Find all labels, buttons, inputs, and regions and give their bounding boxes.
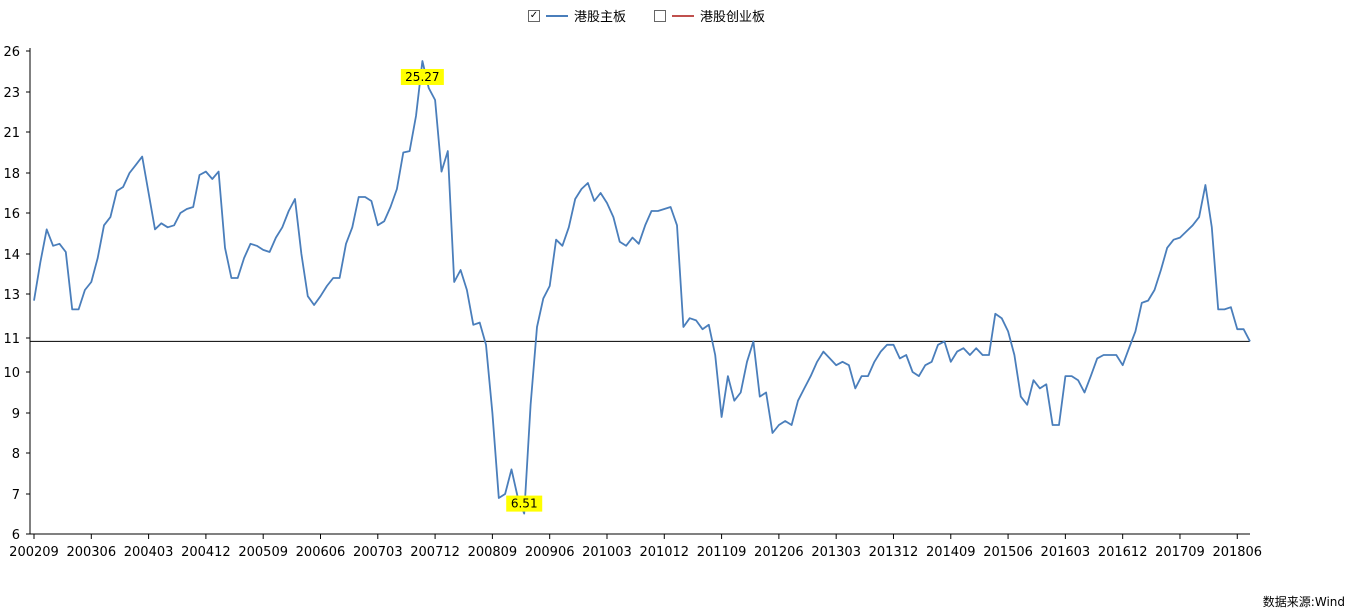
annotation-label: 6.51 bbox=[511, 497, 538, 511]
checkbox-main-board[interactable]: ✓ bbox=[528, 9, 540, 22]
y-tick-label: 23 bbox=[3, 86, 20, 101]
x-tick-label: 200809 bbox=[468, 545, 518, 560]
series-group bbox=[33, 60, 1251, 515]
x-tick-label: 200209 bbox=[9, 545, 59, 560]
y-tick-label: 10 bbox=[3, 366, 20, 381]
x-tick-label: 201603 bbox=[1041, 545, 1091, 560]
x-tick-label: 200703 bbox=[353, 545, 403, 560]
legend-label-main-board: 港股主板 bbox=[574, 10, 627, 25]
x-tick-label: 201312 bbox=[869, 545, 919, 560]
series-line-main-board bbox=[33, 60, 1251, 515]
checkbox-gem-board[interactable] bbox=[654, 9, 666, 22]
x-tick-label: 200906 bbox=[525, 545, 575, 560]
x-tick-label: 200412 bbox=[181, 545, 231, 560]
y-tick-label: 13 bbox=[3, 288, 20, 303]
legend-swatch-main-board bbox=[546, 14, 568, 17]
y-tick-label: 9 bbox=[12, 407, 20, 422]
y-axis: 6 7 8 9 10 11 13 14 16 18 21 23 26 bbox=[3, 45, 31, 543]
x-tick-label: 201409 bbox=[926, 545, 976, 560]
x-tick-label: 200403 bbox=[124, 545, 174, 560]
annotation-label: 25.27 bbox=[405, 70, 439, 84]
x-tick-label: 200712 bbox=[410, 545, 460, 560]
x-tick-label: 201612 bbox=[1098, 545, 1148, 560]
x-tick-label: 201506 bbox=[983, 545, 1033, 560]
y-tick-label: 18 bbox=[3, 167, 20, 182]
annotation-badge bbox=[506, 495, 543, 512]
x-tick-label: 201012 bbox=[639, 545, 689, 560]
y-tick-label: 16 bbox=[3, 207, 20, 222]
x-tick-label: 200509 bbox=[238, 545, 288, 560]
legend-label-gem-board: 港股创业板 bbox=[700, 10, 766, 25]
x-tick-label: 200606 bbox=[296, 545, 346, 560]
y-tick-label: 7 bbox=[12, 488, 20, 503]
y-tick-label: 26 bbox=[3, 45, 20, 60]
y-tick-label: 11 bbox=[3, 332, 20, 347]
annotation-group: 25.27 6.51 bbox=[400, 68, 543, 512]
y-tick-label: 6 bbox=[12, 528, 20, 543]
annotation-badge bbox=[400, 68, 444, 85]
x-tick-label: 200306 bbox=[66, 545, 116, 560]
data-source-note: 数据来源:Wind bbox=[1262, 595, 1345, 609]
x-tick-label: 201709 bbox=[1155, 545, 1205, 560]
y-tick-label: 21 bbox=[3, 126, 20, 141]
x-tick-label: 201109 bbox=[697, 545, 747, 560]
x-tick-label: 201806 bbox=[1212, 545, 1262, 560]
legend-item-main-board[interactable]: ✓ 港股主板 bbox=[528, 6, 626, 25]
legend-item-gem-board[interactable]: 港股创业板 bbox=[654, 6, 765, 25]
x-tick-label: 201206 bbox=[754, 545, 804, 560]
y-tick-label: 8 bbox=[12, 447, 20, 462]
x-axis: 200209 200306 200403 200412 200509 200606 2007… bbox=[9, 533, 1262, 560]
x-tick-label: 201003 bbox=[582, 545, 632, 560]
legend-swatch-gem-board bbox=[672, 14, 694, 17]
x-tick-label: 201303 bbox=[811, 545, 861, 560]
y-tick-label: 14 bbox=[3, 248, 20, 263]
